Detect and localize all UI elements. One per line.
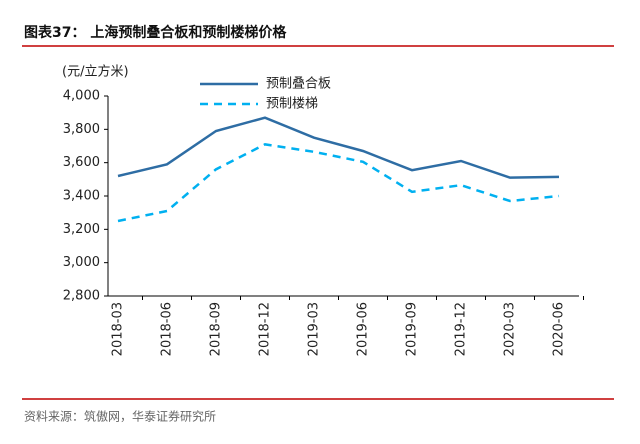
y-tick-label: 3,600 xyxy=(63,155,100,170)
y-tick-label: 3,400 xyxy=(63,189,100,204)
source-note: 资料来源：筑傲网，华泰证券研究所 xyxy=(24,409,216,424)
series-line xyxy=(117,143,560,223)
y-tick-label: 3,800 xyxy=(63,122,100,137)
legend-label: 预制叠合板 xyxy=(266,77,331,92)
series-line xyxy=(117,116,560,179)
legend-label: 预制楼梯 xyxy=(266,97,318,112)
x-tick-label: 2018-09 xyxy=(209,302,224,356)
x-tick-label: 2018-12 xyxy=(258,302,273,356)
y-tick-label: 3,200 xyxy=(63,222,100,237)
x-tick-label: 2020-03 xyxy=(503,302,518,356)
x-tick-label: 2019-12 xyxy=(454,302,469,356)
chart-title: 图表37： 上海预制叠合板和预制楼梯价格 xyxy=(24,24,287,41)
x-tick-label: 2018-03 xyxy=(111,302,126,356)
x-tick-label: 2019-06 xyxy=(356,302,371,356)
x-tick-label: 2020-06 xyxy=(552,302,567,356)
y-axis-label: (元/立方米) xyxy=(62,64,129,80)
x-tick-label: 2019-03 xyxy=(307,302,322,356)
x-tick-label: 2019-09 xyxy=(405,302,420,356)
y-tick-label: 4,000 xyxy=(63,89,100,104)
x-tick-label: 2018-06 xyxy=(160,302,175,356)
y-tick-label: 2,800 xyxy=(63,289,100,304)
y-tick-label: 3,000 xyxy=(63,255,100,270)
